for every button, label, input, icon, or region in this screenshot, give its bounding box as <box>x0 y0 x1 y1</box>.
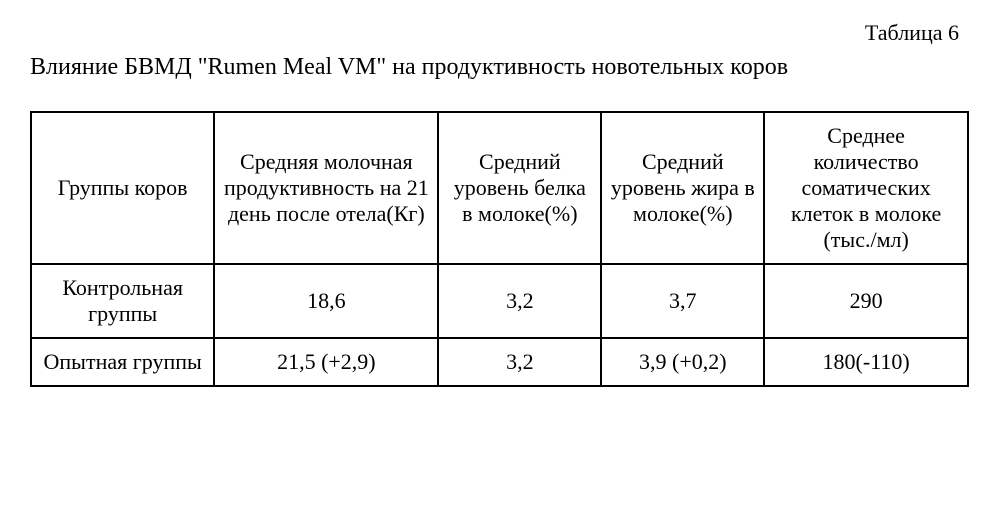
table-row: Опытная группы 21,5 (+2,9) 3,2 3,9 (+0,2… <box>31 338 968 386</box>
table-cell: 3,2 <box>438 264 601 338</box>
table-header-cell: Средний уровень жира в молоке(%) <box>601 112 764 264</box>
table-cell: 3,7 <box>601 264 764 338</box>
table-row: Контрольная группы 18,6 3,2 3,7 290 <box>31 264 968 338</box>
table-cell: 21,5 (+2,9) <box>214 338 438 386</box>
table-header-row: Группы коров Средняя молочная продуктивн… <box>31 112 968 264</box>
table-header-cell: Среднее количество соматических клеток в… <box>764 112 968 264</box>
table-cell: 180(-110) <box>764 338 968 386</box>
table-cell: 3,9 (+0,2) <box>601 338 764 386</box>
table-header-cell: Группы коров <box>31 112 214 264</box>
data-table: Группы коров Средняя молочная продуктивн… <box>30 111 969 387</box>
table-number-label: Таблица 6 <box>30 20 969 46</box>
table-header-cell: Средний уровень белка в молоке(%) <box>438 112 601 264</box>
table-cell: 290 <box>764 264 968 338</box>
table-header-cell: Средняя молочная продуктивность на 21 де… <box>214 112 438 264</box>
table-cell: Контрольная группы <box>31 264 214 338</box>
table-cell: Опытная группы <box>31 338 214 386</box>
table-cell: 3,2 <box>438 338 601 386</box>
table-title: Влияние БВМД "Rumen Meal VM" на продукти… <box>30 54 969 81</box>
table-cell: 18,6 <box>214 264 438 338</box>
